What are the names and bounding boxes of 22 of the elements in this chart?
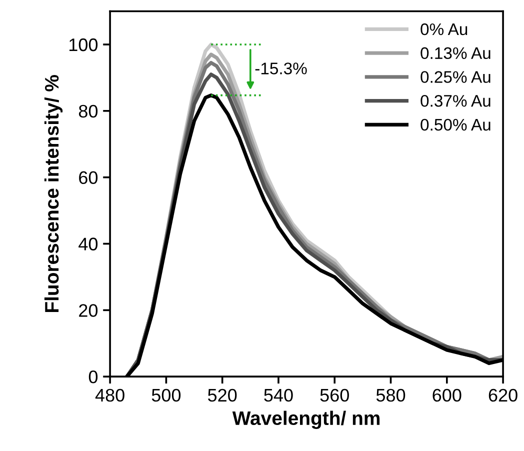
x-tick-label: 540 [264, 388, 293, 402]
y-tick-label: 20 [79, 304, 98, 317]
legend-label: 0.50% Au [420, 118, 490, 131]
legend-label: 0.37% Au [420, 94, 490, 107]
x-tick-label: 620 [488, 388, 518, 402]
y-axis-title: Fluorescence intensity/ % [44, 75, 63, 312]
legend-label: 0% Au [420, 23, 468, 36]
x-tick-label: 480 [95, 388, 124, 402]
y-tick-label: 40 [78, 238, 98, 250]
x-tick-label: 600 [432, 388, 462, 402]
legend-label: 0.13% Au [420, 47, 490, 60]
annotation: -15.3% [255, 62, 307, 74]
legend-label: 0.25% Au [420, 71, 490, 83]
y-tick-label: 60 [79, 171, 98, 184]
x-tick-label: 580 [376, 388, 406, 402]
x-tick-label: 520 [208, 388, 237, 402]
y-tick-label: 100 [69, 38, 98, 52]
y-tick-label: 0 [88, 370, 98, 384]
x-tick-label: 560 [320, 388, 349, 402]
x-tick-label: 500 [152, 388, 181, 402]
x-axis-title: Wavelength/ nm [232, 410, 380, 429]
y-tick-label: 80 [78, 104, 98, 118]
